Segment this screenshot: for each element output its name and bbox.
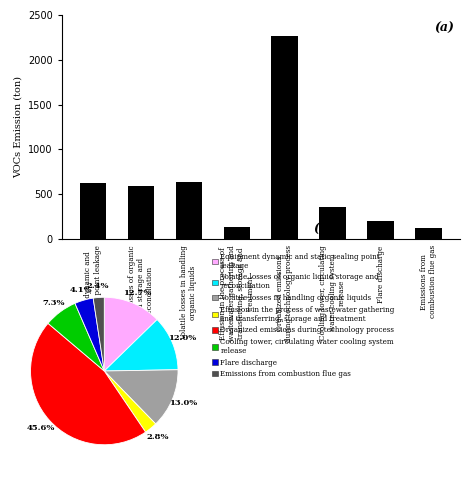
Wedge shape (104, 297, 157, 371)
Y-axis label: VOCs Emission (ton): VOCs Emission (ton) (13, 76, 22, 178)
Bar (224, 228, 250, 239)
Text: (a): (a) (434, 21, 454, 35)
Bar (272, 35, 298, 239)
Text: (b): (b) (313, 222, 334, 235)
Text: 2.4%: 2.4% (87, 282, 109, 290)
Text: 4.1%: 4.1% (70, 285, 92, 293)
Bar (367, 221, 394, 239)
Bar (80, 183, 106, 239)
Wedge shape (30, 323, 146, 445)
Text: 7.3%: 7.3% (43, 299, 65, 307)
Wedge shape (104, 371, 155, 432)
Wedge shape (104, 320, 178, 371)
Wedge shape (48, 303, 104, 371)
Wedge shape (93, 297, 104, 371)
Bar (175, 182, 202, 239)
Bar (415, 228, 442, 239)
Text: 12.0%: 12.0% (168, 335, 197, 343)
Bar (128, 186, 154, 239)
Text: 2.8%: 2.8% (146, 433, 169, 441)
Legend: Equipment dynamic and static sealing point
leakage, Volatile losses of organic l: Equipment dynamic and static sealing poi… (212, 252, 395, 378)
Text: 13.0%: 13.0% (169, 399, 197, 407)
Wedge shape (75, 298, 104, 371)
Bar (319, 207, 346, 239)
Wedge shape (104, 370, 178, 424)
Text: 45.6%: 45.6% (27, 424, 55, 432)
Text: 12.7%: 12.7% (123, 289, 151, 297)
